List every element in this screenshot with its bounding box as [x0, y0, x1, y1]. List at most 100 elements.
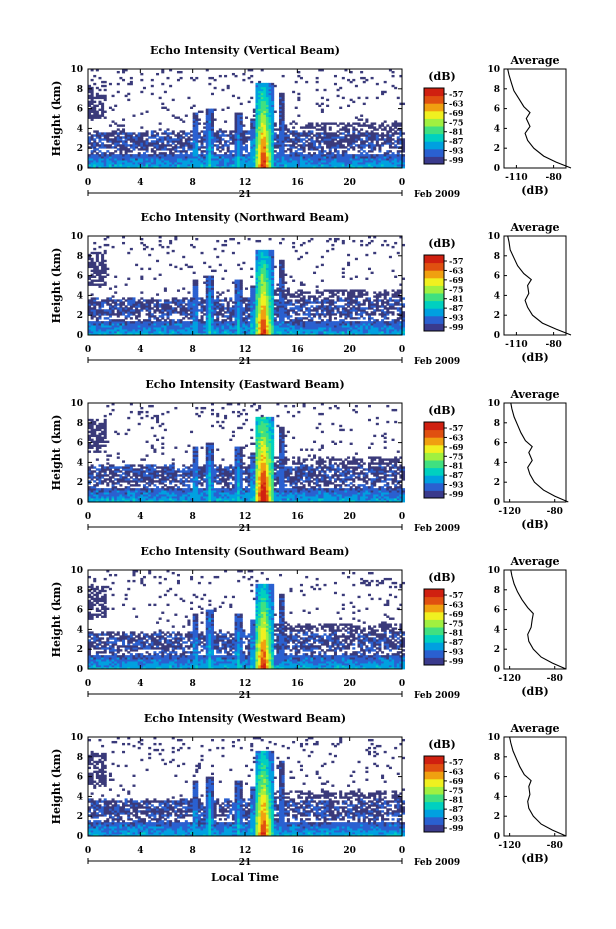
heatmap-cell [307, 164, 311, 167]
heatmap-cell [341, 140, 345, 143]
heatmap-cell [210, 317, 214, 320]
heatmap-cell [148, 156, 152, 159]
heatmap-cell [279, 303, 283, 306]
heatmap-cell [142, 154, 146, 157]
heatmap-cell [276, 303, 280, 306]
heatmap-cell [145, 142, 149, 145]
heatmap-cell [145, 164, 149, 167]
heatmap-cell [229, 313, 233, 316]
heatmap-cell [360, 289, 364, 292]
heatmap-cell [119, 138, 123, 141]
heatmap-cell [281, 126, 285, 129]
heatmap-cell [294, 156, 298, 159]
heatmap-cell [323, 164, 327, 167]
heatmap-cell [370, 303, 374, 306]
heatmap-cell [179, 313, 183, 316]
heatmap-cell [323, 162, 327, 165]
heatmap-cell [197, 132, 201, 135]
heatmap-cell [161, 148, 165, 151]
heatmap-cell [258, 112, 262, 115]
heatmap-cell [127, 132, 131, 135]
heatmap-cell [250, 142, 254, 145]
heatmap-cell [299, 166, 303, 169]
heatmap-cell [255, 331, 259, 334]
heatmap-cell [93, 116, 97, 119]
heatmap-cell [320, 293, 324, 296]
heatmap-cell [339, 144, 343, 147]
heatmap-cell [367, 126, 371, 129]
heatmap-cell [216, 130, 220, 133]
heatmap-cell [362, 142, 366, 145]
heatmap-cell [210, 118, 214, 121]
heatmap-cell [195, 317, 199, 320]
heatmap-cell [192, 311, 196, 314]
heatmap-cell [310, 309, 314, 312]
heatmap-cell [310, 327, 314, 330]
heatmap-cell [208, 307, 212, 310]
heatmap-cell [122, 162, 126, 165]
heatmap-cell [176, 78, 180, 82]
heatmap-cell [281, 124, 285, 127]
heatmap-cell [305, 333, 309, 336]
heatmap-cell [239, 132, 243, 135]
heatmap-cell [142, 305, 146, 308]
heatmap-cell [237, 325, 241, 328]
heatmap-cell [320, 108, 324, 111]
heatmap-cell [239, 128, 243, 131]
heatmap-cell [242, 132, 246, 135]
heatmap-cell [203, 150, 207, 153]
heatmap-cell [284, 331, 288, 334]
heatmap-cell [93, 261, 97, 265]
heatmap-cell [250, 152, 254, 155]
heatmap-cell [378, 158, 382, 161]
heatmap-cell [122, 325, 126, 328]
heatmap-cell [349, 158, 353, 161]
heatmap-cell [294, 301, 298, 304]
heatmap-cell [242, 317, 246, 320]
heatmap-cell [284, 323, 288, 326]
heatmap-cell [171, 301, 175, 304]
heatmap-cell [341, 291, 345, 294]
heatmap-cell [192, 327, 196, 330]
heatmap-cell [108, 299, 112, 302]
heatmap-cell [116, 303, 120, 306]
heatmap-cell [124, 132, 128, 135]
heatmap-cell [357, 136, 361, 139]
heatmap-cell [265, 150, 269, 153]
heatmap-cell [234, 315, 238, 318]
heatmap-cell [305, 291, 309, 294]
heatmap-cell [132, 136, 136, 139]
heatmap-cell [286, 293, 290, 296]
heatmap-cell [341, 154, 345, 157]
heatmap-cell [106, 297, 110, 300]
heatmap-cell [234, 321, 238, 324]
heatmap-cell [260, 333, 264, 336]
heatmap-cell [341, 138, 345, 141]
heatmap-cell [218, 140, 222, 143]
heatmap-cell [242, 146, 246, 149]
heatmap-cell [127, 297, 131, 300]
heatmap-cell [323, 138, 327, 141]
heatmap-cell [318, 321, 322, 324]
heatmap-cell [289, 152, 293, 155]
heatmap-cell [281, 319, 285, 322]
heatmap-cell [326, 138, 330, 141]
heatmap-cell [122, 164, 126, 167]
heatmap-cell [383, 164, 387, 167]
heatmap-cell [213, 327, 217, 330]
heatmap-cell [276, 313, 280, 316]
heatmap-cell [213, 140, 217, 143]
heatmap-cell [153, 317, 157, 320]
heatmap-cell [255, 100, 259, 104]
heatmap-cell [106, 313, 110, 316]
heatmap-cell [190, 265, 194, 269]
heatmap-cell [260, 120, 264, 123]
heatmap-cell [258, 102, 262, 106]
heatmap-cell [313, 297, 317, 300]
heatmap-cell [122, 146, 126, 149]
heatmap-cell [402, 150, 406, 153]
heatmap-cell [302, 241, 306, 245]
heatmap-cell [279, 293, 283, 296]
heatmap-cell [221, 299, 225, 302]
heatmap-cell [132, 327, 136, 330]
